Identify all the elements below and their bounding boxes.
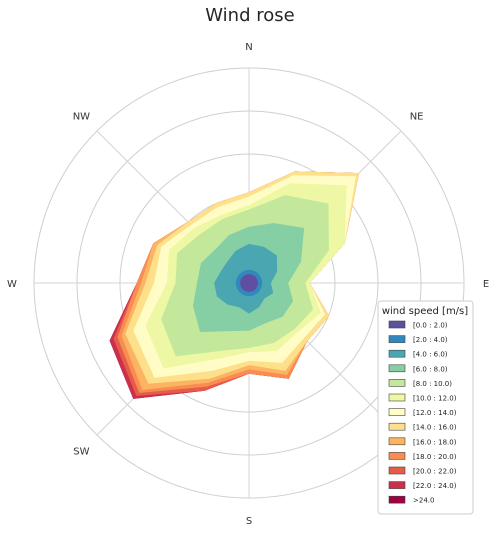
legend-swatch: [388, 452, 406, 460]
legend-swatch: [388, 320, 406, 329]
legend-label: [10.0 : 12.0): [413, 395, 457, 403]
wind-area-0: [239, 273, 259, 293]
legend-label: [8.0 : 10.0): [413, 380, 452, 388]
legend: wind speed [m/s] [0.0 : 2.0)[2.0 : 4.0)[…: [377, 300, 474, 515]
direction-label-sw: SW: [73, 447, 89, 458]
legend-label: [6.0 : 8.0): [413, 365, 448, 373]
legend-label: [2.0 : 4.0): [413, 336, 448, 344]
direction-label-nw: NW: [73, 111, 90, 122]
direction-label-ne: NE: [410, 111, 424, 122]
legend-swatch: [388, 364, 406, 373]
legend-swatch: [388, 393, 406, 402]
chart-title: Wind rose: [205, 5, 294, 26]
legend-swatch: [388, 349, 406, 358]
legend-label: [18.0 : 20.0): [413, 453, 457, 461]
legend-swatch: [388, 408, 406, 416]
wind-speed-areas: [109, 171, 359, 399]
legend-swatch: [388, 437, 406, 446]
legend-label: [0.0 : 2.0): [413, 322, 448, 330]
legend-label: [20.0 : 22.0): [413, 468, 457, 476]
direction-label-n: N: [245, 42, 252, 53]
legend-swatch: [388, 466, 406, 475]
legend-swatch: [388, 481, 406, 489]
legend-title: wind speed [m/s]: [382, 306, 468, 317]
legend-swatch: [388, 422, 406, 431]
legend-label: [14.0 : 16.0): [413, 424, 457, 432]
legend-label: [16.0 : 18.0): [413, 438, 457, 446]
direction-label-s: S: [246, 516, 252, 527]
direction-label-e: E: [483, 279, 489, 290]
legend-swatch: [388, 495, 406, 504]
legend-label: [4.0 : 6.0): [413, 351, 448, 359]
legend-swatch: [388, 335, 406, 343]
direction-label-w: W: [7, 279, 17, 290]
legend-swatch: [388, 379, 406, 387]
legend-label: [22.0 : 24.0): [413, 482, 457, 490]
legend-label: [12.0 : 14.0): [413, 409, 457, 417]
legend-items: [0.0 : 2.0) [2.0 : 4.0) [4.0 : 6.0) [6.0 : …: [388, 320, 457, 505]
legend-label: >24.0: [413, 497, 434, 505]
